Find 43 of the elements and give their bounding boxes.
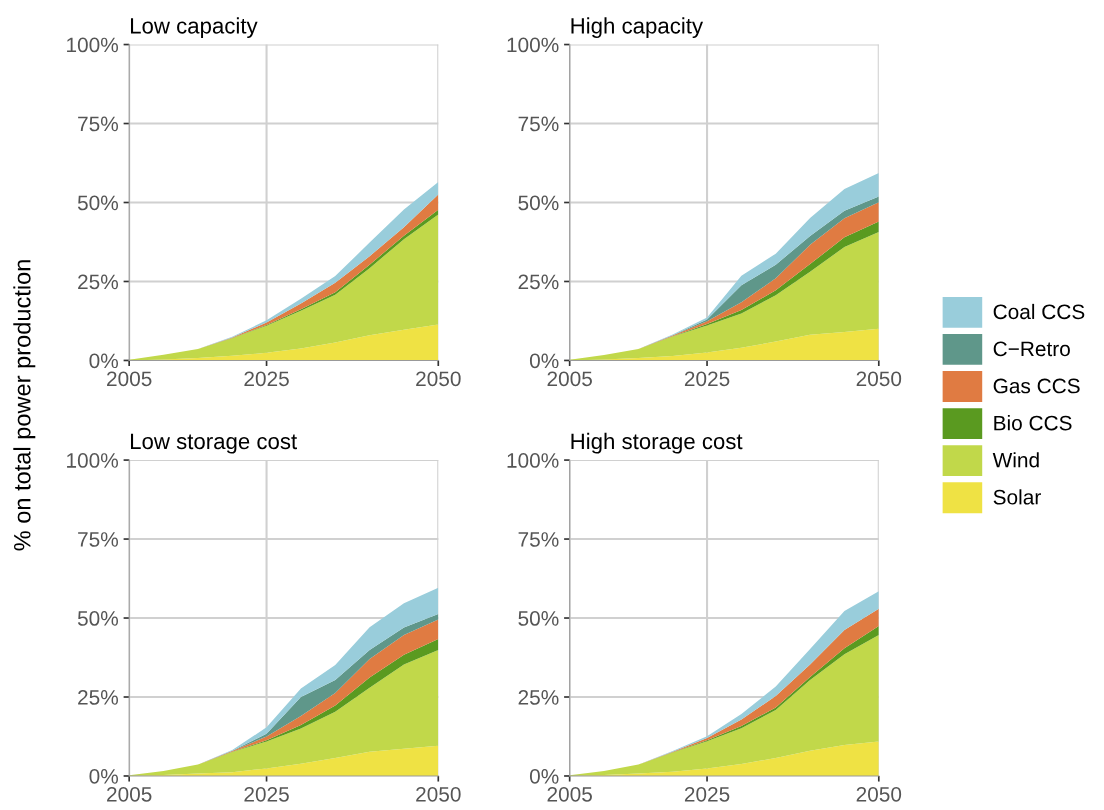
x-tick-label: 2025: [244, 786, 289, 802]
chart-title: High capacity: [571, 17, 704, 39]
x-tick-label: 2005: [107, 786, 152, 802]
y-tick-label: 0%: [529, 768, 559, 784]
y-tick-label: 75%: [518, 532, 559, 547]
legend-label: Bio CCS: [994, 415, 1072, 431]
y-tick-label: 100%: [507, 453, 559, 468]
x-tick-label: 2005: [107, 371, 152, 387]
x-tick-label: 2005: [547, 371, 592, 387]
y-tick-label: 0%: [89, 768, 119, 784]
legend-label: Wind: [992, 452, 1039, 468]
chart-title: High storage cost: [571, 432, 743, 454]
legend-label: Solar: [993, 489, 1041, 505]
y-tick-label: 0%: [529, 353, 559, 369]
y-tick-label: 50%: [518, 195, 559, 211]
y-tick-label: 100%: [507, 37, 559, 53]
y-tick-label: 75%: [78, 116, 119, 132]
y-tick-label: 0%: [89, 353, 119, 369]
y-tick-label: 75%: [518, 116, 559, 132]
x-tick-label: 2025: [244, 371, 289, 387]
x-tick-label: 2025: [684, 371, 730, 387]
x-tick-label: 2005: [547, 786, 592, 802]
legend-label: Gas CCS: [993, 378, 1080, 394]
y-tick-label: 100%: [67, 453, 119, 468]
y-tick-label: 50%: [518, 611, 559, 626]
chart-title: Low capacity: [130, 17, 258, 39]
y-tick-label: 25%: [78, 274, 119, 290]
legend-label: C−Retro: [993, 341, 1070, 357]
y-tick-label: 50%: [77, 611, 119, 626]
y-tick-label: 100%: [67, 37, 119, 53]
legend-label: Coal CCS: [993, 303, 1085, 320]
y-tick-label: 50%: [77, 195, 119, 211]
chart-title: Low storage cost: [130, 433, 297, 454]
y-tick-label: 25%: [518, 690, 559, 705]
y-axis-title: % on total power production: [13, 260, 36, 551]
x-tick-label: 2050: [856, 371, 902, 387]
y-tick-label: 25%: [78, 690, 119, 705]
x-tick-label: 2050: [416, 786, 461, 802]
x-tick-label: 2050: [856, 786, 902, 802]
x-tick-label: 2025: [684, 786, 730, 802]
y-tick-label: 75%: [78, 532, 119, 547]
y-tick-label: 25%: [518, 274, 559, 290]
x-tick-label: 2050: [416, 371, 461, 387]
